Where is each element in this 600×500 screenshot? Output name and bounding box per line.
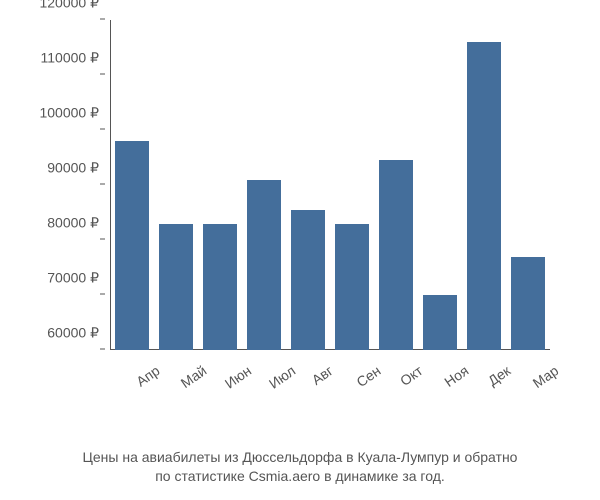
x-tick-label: Сен (357, 360, 387, 388)
bar-slot (198, 20, 242, 350)
bar-slot (110, 20, 154, 350)
y-tick-mark (100, 294, 105, 295)
y-tick-label: 70000 ₽ (47, 270, 99, 287)
bar-slot (330, 20, 374, 350)
x-tick-label: Ноя (445, 360, 475, 388)
chart-caption: Цены на авиабилеты из Дюссельдорфа в Куа… (0, 448, 600, 486)
plot-area: 60000 ₽70000 ₽80000 ₽90000 ₽100000 ₽1100… (110, 20, 550, 350)
bar-slot (462, 20, 506, 350)
caption-line-2: по статистике Csmia.aero в динамике за г… (8, 467, 592, 486)
bar (291, 210, 325, 350)
bar (511, 257, 545, 351)
x-tick-label: Апр (136, 360, 165, 387)
bar (467, 42, 501, 350)
bar-slot (242, 20, 286, 350)
x-tick-label: Дек (488, 360, 516, 387)
y-tick-label: 110000 ₽ (41, 50, 99, 67)
x-tick-label: Май (181, 360, 213, 389)
bar-slot (286, 20, 330, 350)
bar (423, 295, 457, 350)
bar-slot (374, 20, 418, 350)
y-tick-label: 90000 ₽ (47, 160, 99, 177)
y-tick-label: 100000 ₽ (39, 105, 99, 122)
y-tick-label: 120000 ₽ (39, 0, 99, 12)
y-tick-label: 80000 ₽ (47, 215, 99, 232)
y-tick-mark (100, 19, 105, 20)
x-tick-label: Июн (225, 360, 257, 389)
bar (247, 180, 281, 351)
y-tick-mark (100, 129, 105, 130)
bar (159, 224, 193, 351)
x-tick-label: Мар (533, 360, 565, 389)
x-tick-label: Окт (400, 360, 429, 387)
y-tick-mark (100, 349, 105, 350)
bar (203, 224, 237, 351)
x-tick-label: Авг (312, 360, 339, 386)
bar-slot (418, 20, 462, 350)
y-tick-label: 60000 ₽ (47, 325, 99, 342)
bar-slot (506, 20, 550, 350)
bar (115, 141, 149, 350)
price-chart: 60000 ₽ 70000 ₽ 80000 ₽ 90000 ₽ 100000 ₽ 1100… (0, 0, 600, 500)
caption-line-1: Цены на авиабилеты из Дюссельдорфа в Куа… (8, 448, 592, 467)
y-tick-mark (100, 74, 105, 75)
x-tick-label: Июл (269, 360, 301, 389)
bar (335, 224, 369, 351)
bar-slot (154, 20, 198, 350)
y-tick-mark (100, 239, 105, 240)
y-tick-mark (100, 184, 105, 185)
bar (379, 160, 413, 350)
bars-group (110, 20, 550, 350)
y-axis: 60000 ₽ 70000 ₽ 80000 ₽ 90000 ₽ 100000 ₽ 1100… (20, 20, 105, 350)
